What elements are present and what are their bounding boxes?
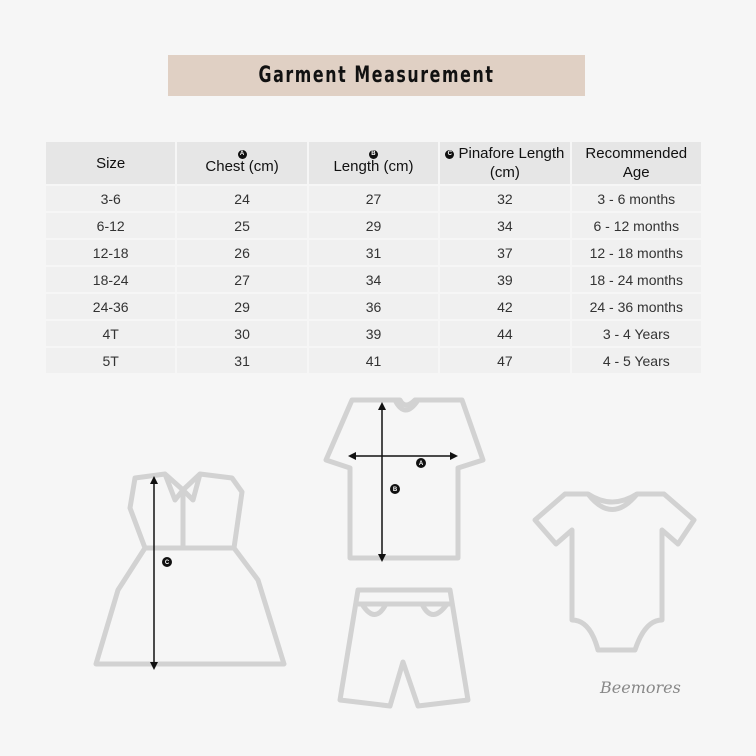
table-cell: 18-24 <box>43 265 178 294</box>
marker-a: A <box>237 150 247 159</box>
table-cell: 3 - 4 Years <box>569 319 704 348</box>
table-cell: 41 <box>306 346 441 375</box>
measurement-arrows <box>150 402 458 670</box>
table-cell: 47 <box>438 346 572 375</box>
table-cell: 34 <box>438 211 572 240</box>
table-cell: 6 - 12 months <box>569 211 704 240</box>
table-cell: 30 <box>175 319 309 348</box>
measurement-table: Size A Chest (cm) B Length (cm) C Pinafore… <box>43 140 704 375</box>
table-cell: 42 <box>438 292 572 321</box>
tshirt-illustration <box>323 397 486 561</box>
table-cell: 29 <box>175 292 309 321</box>
table-cell: 31 <box>175 346 309 375</box>
header-pinafore: C Pinafore Length (cm) <box>438 140 572 186</box>
table-cell: 44 <box>438 319 572 348</box>
marker-c: C <box>445 149 455 159</box>
table-cell: 36 <box>306 292 441 321</box>
header-size: Size <box>43 140 178 186</box>
marker-b: B <box>368 150 378 159</box>
table-cell: 24-36 <box>43 292 178 321</box>
table-cell: 27 <box>306 184 441 213</box>
table-row: 24-36 29 36 42 24 - 36 months <box>43 292 704 321</box>
table-cell: 31 <box>306 238 441 267</box>
table-cell: 4 - 5 Years <box>569 346 704 375</box>
header-length: B Length (cm) <box>306 140 441 186</box>
table-cell: 39 <box>438 265 572 294</box>
header-chest: A Chest (cm) <box>175 140 309 186</box>
diagram-markers: A B C <box>162 458 426 567</box>
table-cell: 27 <box>175 265 309 294</box>
table-cell: 3 - 6 months <box>569 184 704 213</box>
table-cell: 37 <box>438 238 572 267</box>
table-cell: 4T <box>43 319 178 348</box>
brand-signature: Beemores <box>600 678 681 697</box>
table-cell: 6-12 <box>43 211 178 240</box>
table-cell: 5T <box>43 346 178 375</box>
dress-illustration <box>93 471 287 667</box>
table-row: 5T 31 41 47 4 - 5 Years <box>43 346 704 375</box>
table-cell: 24 <box>175 184 309 213</box>
table-cell: 29 <box>306 211 441 240</box>
table-row: 6-12 25 29 34 6 - 12 months <box>43 211 704 240</box>
marker-a-diagram: A <box>419 461 424 467</box>
table-cell: 32 <box>438 184 572 213</box>
table-row: 18-24 27 34 39 18 - 24 months <box>43 265 704 294</box>
table-row: 12-18 26 31 37 12 - 18 months <box>43 238 704 267</box>
marker-b-diagram: B <box>393 487 398 493</box>
table-cell: 3-6 <box>43 184 178 213</box>
table-cell: 25 <box>175 211 309 240</box>
table-cell: 18 - 24 months <box>569 265 704 294</box>
header-age: Recommended Age <box>569 140 704 186</box>
table-row: 4T 30 39 44 3 - 4 Years <box>43 319 704 348</box>
bodysuit-illustration <box>532 491 697 653</box>
table-cell: 12-18 <box>43 238 178 267</box>
table-row: 3-6 24 27 32 3 - 6 months <box>43 184 704 213</box>
table-cell: 39 <box>306 319 441 348</box>
page-title: Garment Measurement <box>168 55 585 96</box>
table-cell: 34 <box>306 265 441 294</box>
shorts-illustration <box>337 587 471 709</box>
table-cell: 26 <box>175 238 309 267</box>
marker-c-diagram: C <box>165 560 170 566</box>
table-cell: 24 - 36 months <box>569 292 704 321</box>
table-cell: 12 - 18 months <box>569 238 704 267</box>
